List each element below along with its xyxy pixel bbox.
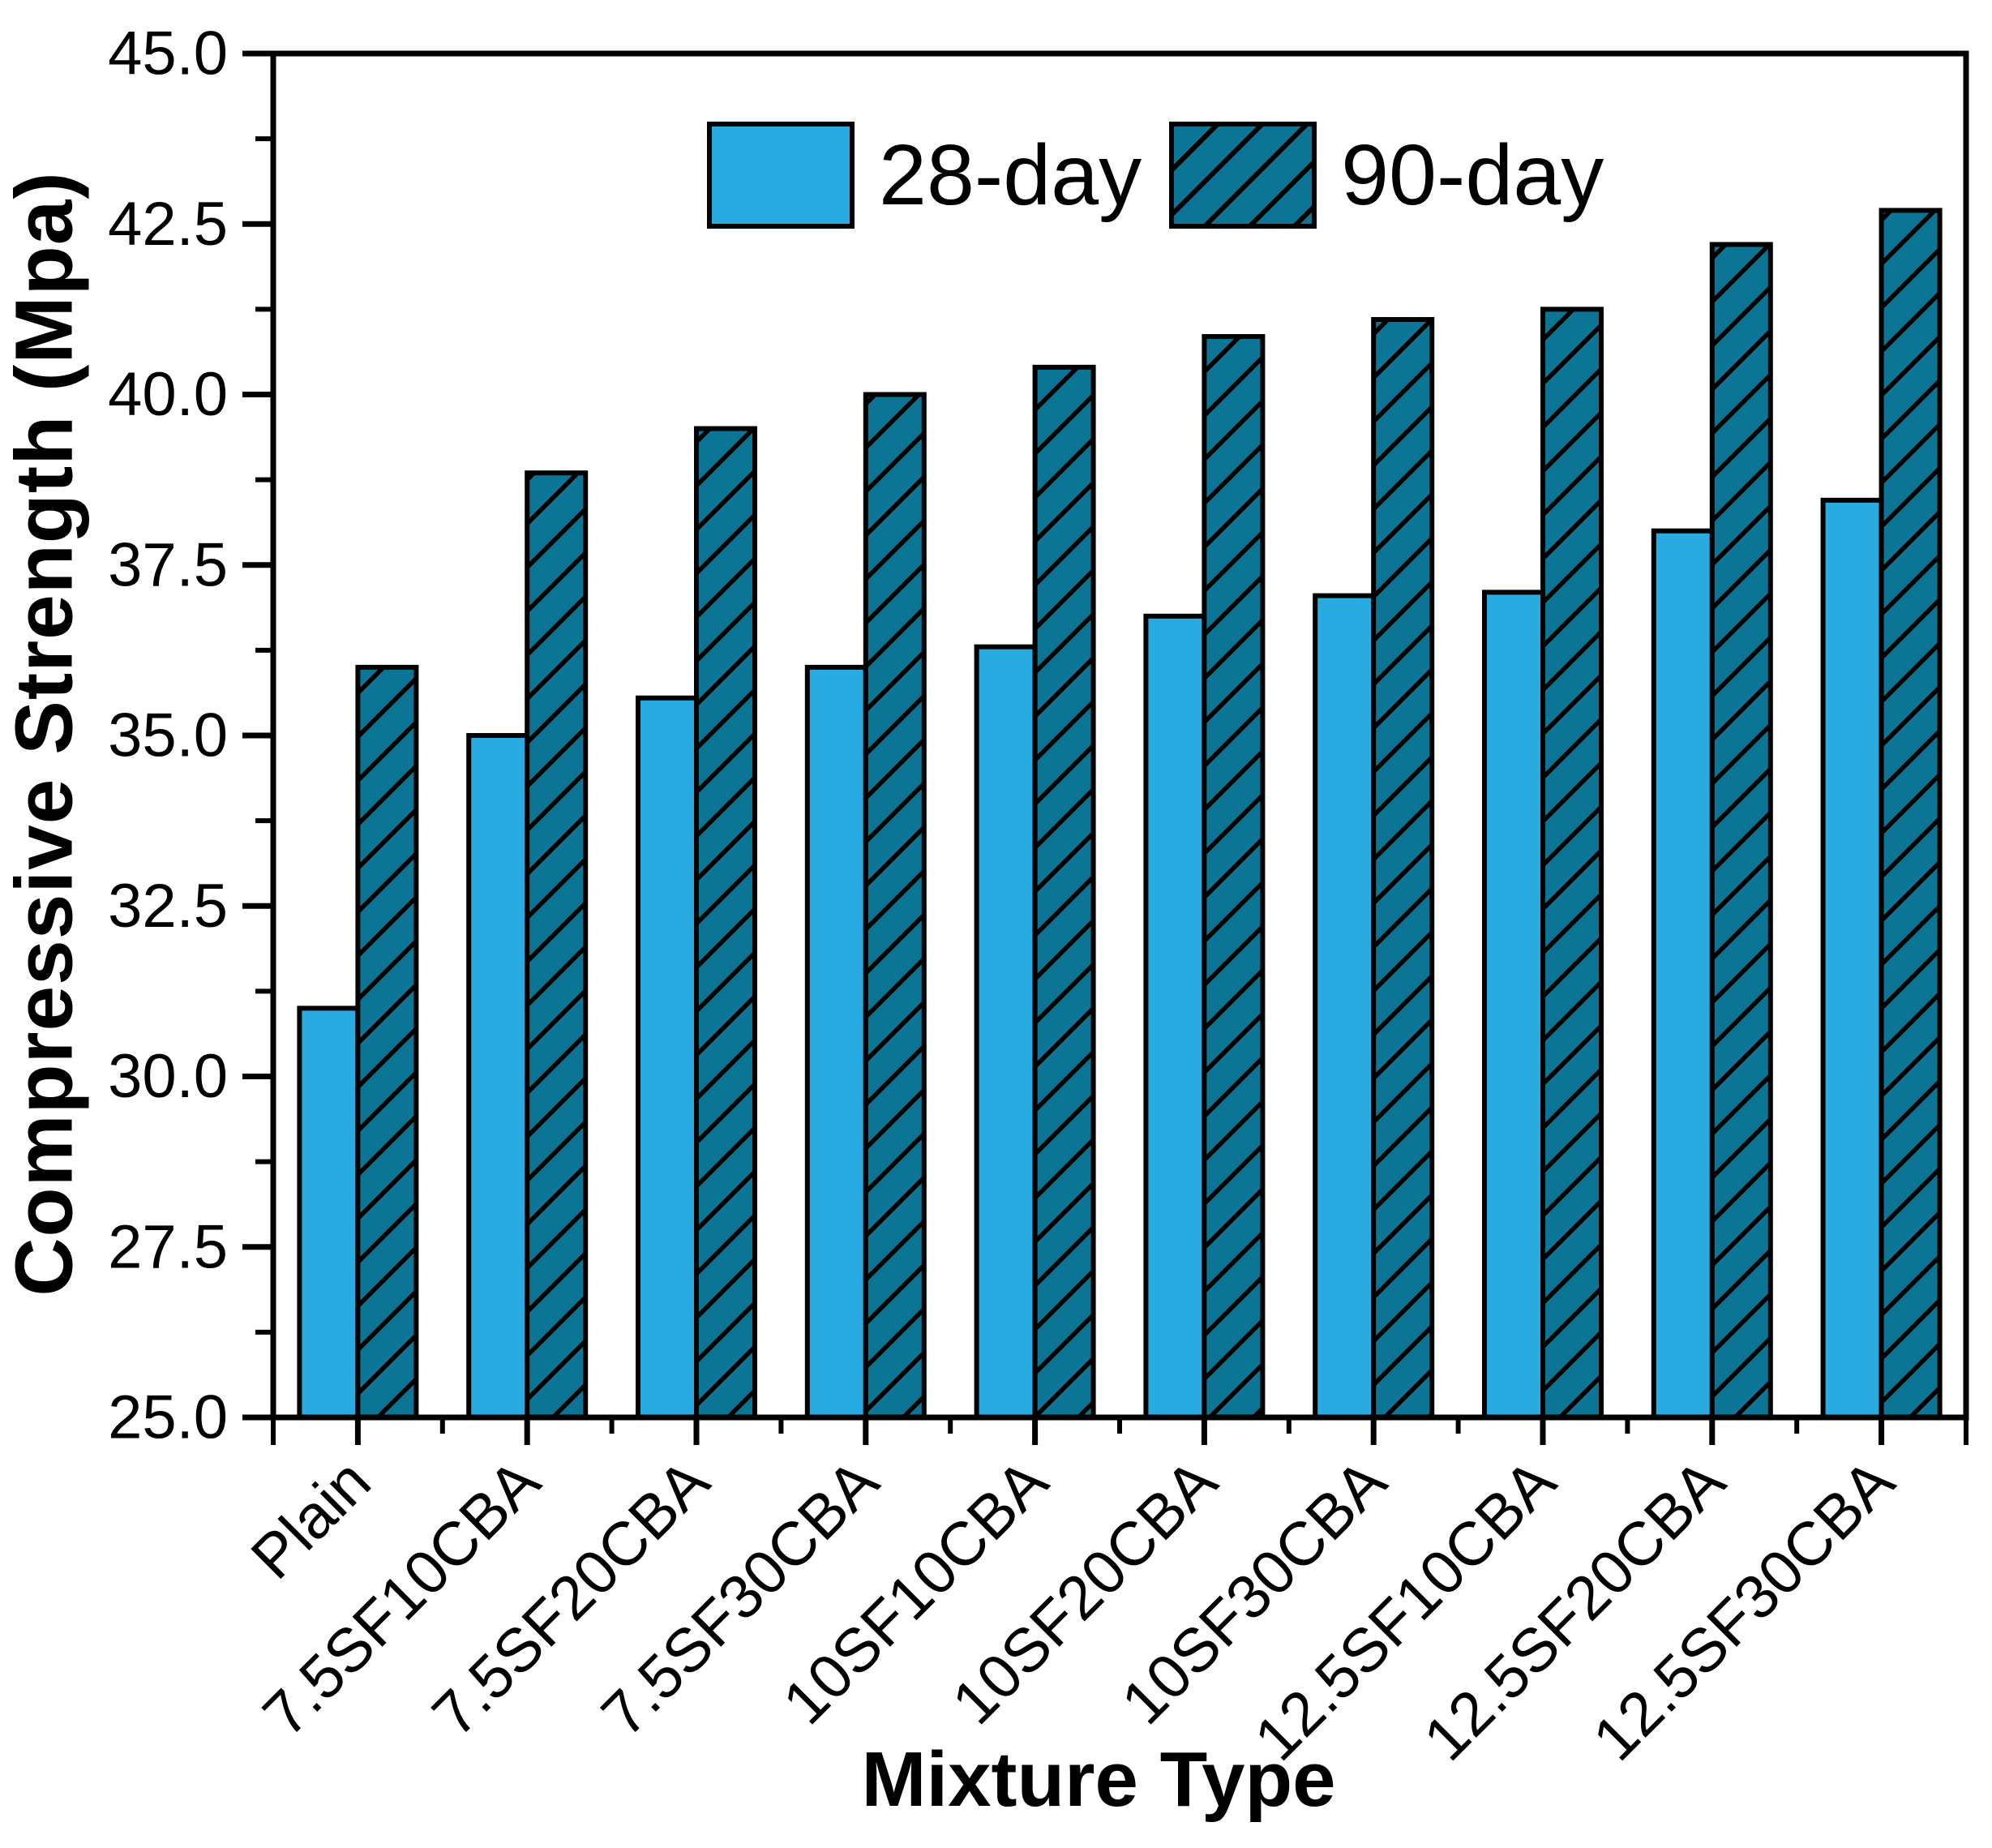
bar-90-day-10SF20CBA: [1202, 334, 1266, 1420]
legend-swatch-28-day: [707, 122, 855, 229]
bar-28-day-12.5SF10CBA: [1482, 590, 1545, 1420]
legend-label-90-day: 90-day: [1341, 127, 1604, 223]
y-tick-label: 35.0: [108, 701, 228, 770]
x-tick-label: 12.5SF30CBA: [1580, 1447, 1908, 1774]
bar-28-day-10SF10CBA: [974, 644, 1038, 1420]
y-axis-title: Compressive Strength (Mpa): [0, 171, 90, 1297]
bar-90-day-12.5SF10CBA: [1540, 307, 1604, 1420]
bar-90-day-7.5SF20CBA: [694, 426, 757, 1420]
bar-28-day-7.5SF30CBA: [804, 664, 868, 1420]
y-tick-label: 42.5: [108, 190, 228, 259]
x-tick-label: Plain: [238, 1447, 384, 1593]
bar-90-day-12.5SF20CBA: [1709, 242, 1773, 1421]
y-tick-label: 37.5: [108, 530, 228, 599]
bar-90-day-7.5SF30CBA: [863, 392, 927, 1420]
y-tick-label: 32.5: [108, 872, 228, 941]
y-tick-label: 45.0: [108, 19, 228, 88]
bar-90-day-12.5SF30CBA: [1878, 208, 1943, 1420]
y-axis-ticks: 25.0 27.5 30.0 32.5 35.0 37.5 40.0 42.5 45.0: [108, 19, 273, 1452]
x-tick-label: 12.5SF20CBA: [1411, 1447, 1738, 1774]
y-tick-label: 30.0: [108, 1042, 228, 1111]
legend-item-90-day: 90-day: [1169, 122, 1604, 229]
y-tick-label: 25.0: [108, 1383, 228, 1452]
bar-28-day-7.5SF10CBA: [466, 733, 530, 1420]
x-axis-title: Mixture Type: [861, 1736, 1336, 1823]
plot-frame: [270, 50, 1969, 1421]
bar-28-day-Plain: [297, 1005, 361, 1421]
bar-90-day-10SF30CBA: [1371, 316, 1435, 1420]
legend-swatch-90-day: [1169, 122, 1317, 229]
legend-item-28-day: 28-day: [707, 122, 1142, 229]
bar-90-day-7.5SF10CBA: [525, 470, 589, 1421]
x-tick-label: 12.5SF10CBA: [1241, 1447, 1569, 1774]
legend: 28-day 90-day: [707, 122, 1604, 229]
bar-90-day-Plain: [355, 664, 419, 1420]
bar-28-day-10SF30CBA: [1313, 593, 1377, 1420]
bar-28-day-12.5SF30CBA: [1820, 497, 1884, 1420]
legend-label-28-day: 28-day: [879, 127, 1142, 223]
bar-28-day-10SF20CBA: [1143, 613, 1207, 1420]
bar-90-day-10SF10CBA: [1032, 364, 1096, 1420]
bars: [297, 208, 1943, 1421]
bar-28-day-7.5SF20CBA: [636, 695, 699, 1420]
bar-28-day-12.5SF20CBA: [1651, 528, 1715, 1421]
y-tick-label: 27.5: [108, 1212, 228, 1281]
x-axis-ticks: Plain7.5SF10CBA7.5SF20CBA7.5SF30CBA10SF1…: [238, 1417, 1968, 1774]
y-tick-label: 40.0: [108, 360, 228, 429]
